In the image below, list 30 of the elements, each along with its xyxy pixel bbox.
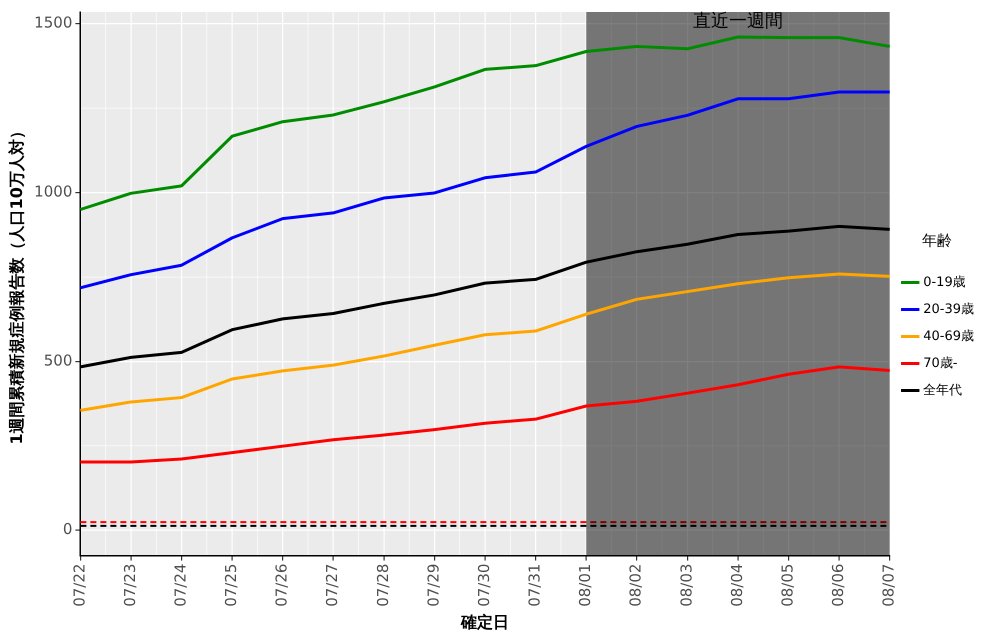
x-tick-label: 07/28 xyxy=(374,564,392,607)
y-tick-label: 1500 xyxy=(34,14,72,32)
legend-label: 70歳- xyxy=(923,356,958,371)
y-tick-label: 1000 xyxy=(34,182,72,201)
x-tick-label: 08/02 xyxy=(626,564,645,607)
legend-label: 0-19歳 xyxy=(923,274,966,290)
x-tick-label: 08/06 xyxy=(829,564,848,607)
x-tick-label: 08/05 xyxy=(778,564,796,607)
x-tick-label: 07/27 xyxy=(323,564,342,607)
legend-title: 年齢 xyxy=(922,231,952,250)
x-tick-label: 08/01 xyxy=(576,564,594,607)
x-tick-label: 07/26 xyxy=(272,564,291,607)
legend-label: 20-39歳 xyxy=(923,302,974,317)
x-tick-label: 07/30 xyxy=(474,564,493,607)
y-tick-label: 0 xyxy=(62,520,72,538)
x-tick-label: 07/24 xyxy=(171,564,190,607)
x-tick-label: 07/31 xyxy=(526,564,544,607)
y-axis-title: 1週間累積新規症例報告数（人口10万人対） xyxy=(6,123,26,444)
band-label: 直近一週間 xyxy=(692,10,783,32)
legend-label: 全年代 xyxy=(923,382,962,398)
x-tick-label: 07/25 xyxy=(222,564,240,607)
x-tick-label: 08/03 xyxy=(677,564,696,607)
x-tick-label: 07/22 xyxy=(70,564,88,607)
legend-label: 40-69歳 xyxy=(923,328,974,344)
x-tick-label: 07/23 xyxy=(120,564,139,607)
x-tick-label: 08/07 xyxy=(880,564,898,607)
x-tick-label: 08/04 xyxy=(728,564,746,607)
x-tick-label: 07/29 xyxy=(424,564,442,607)
y-tick-label: 500 xyxy=(44,351,72,370)
x-axis-title: 確定日 xyxy=(460,612,510,632)
